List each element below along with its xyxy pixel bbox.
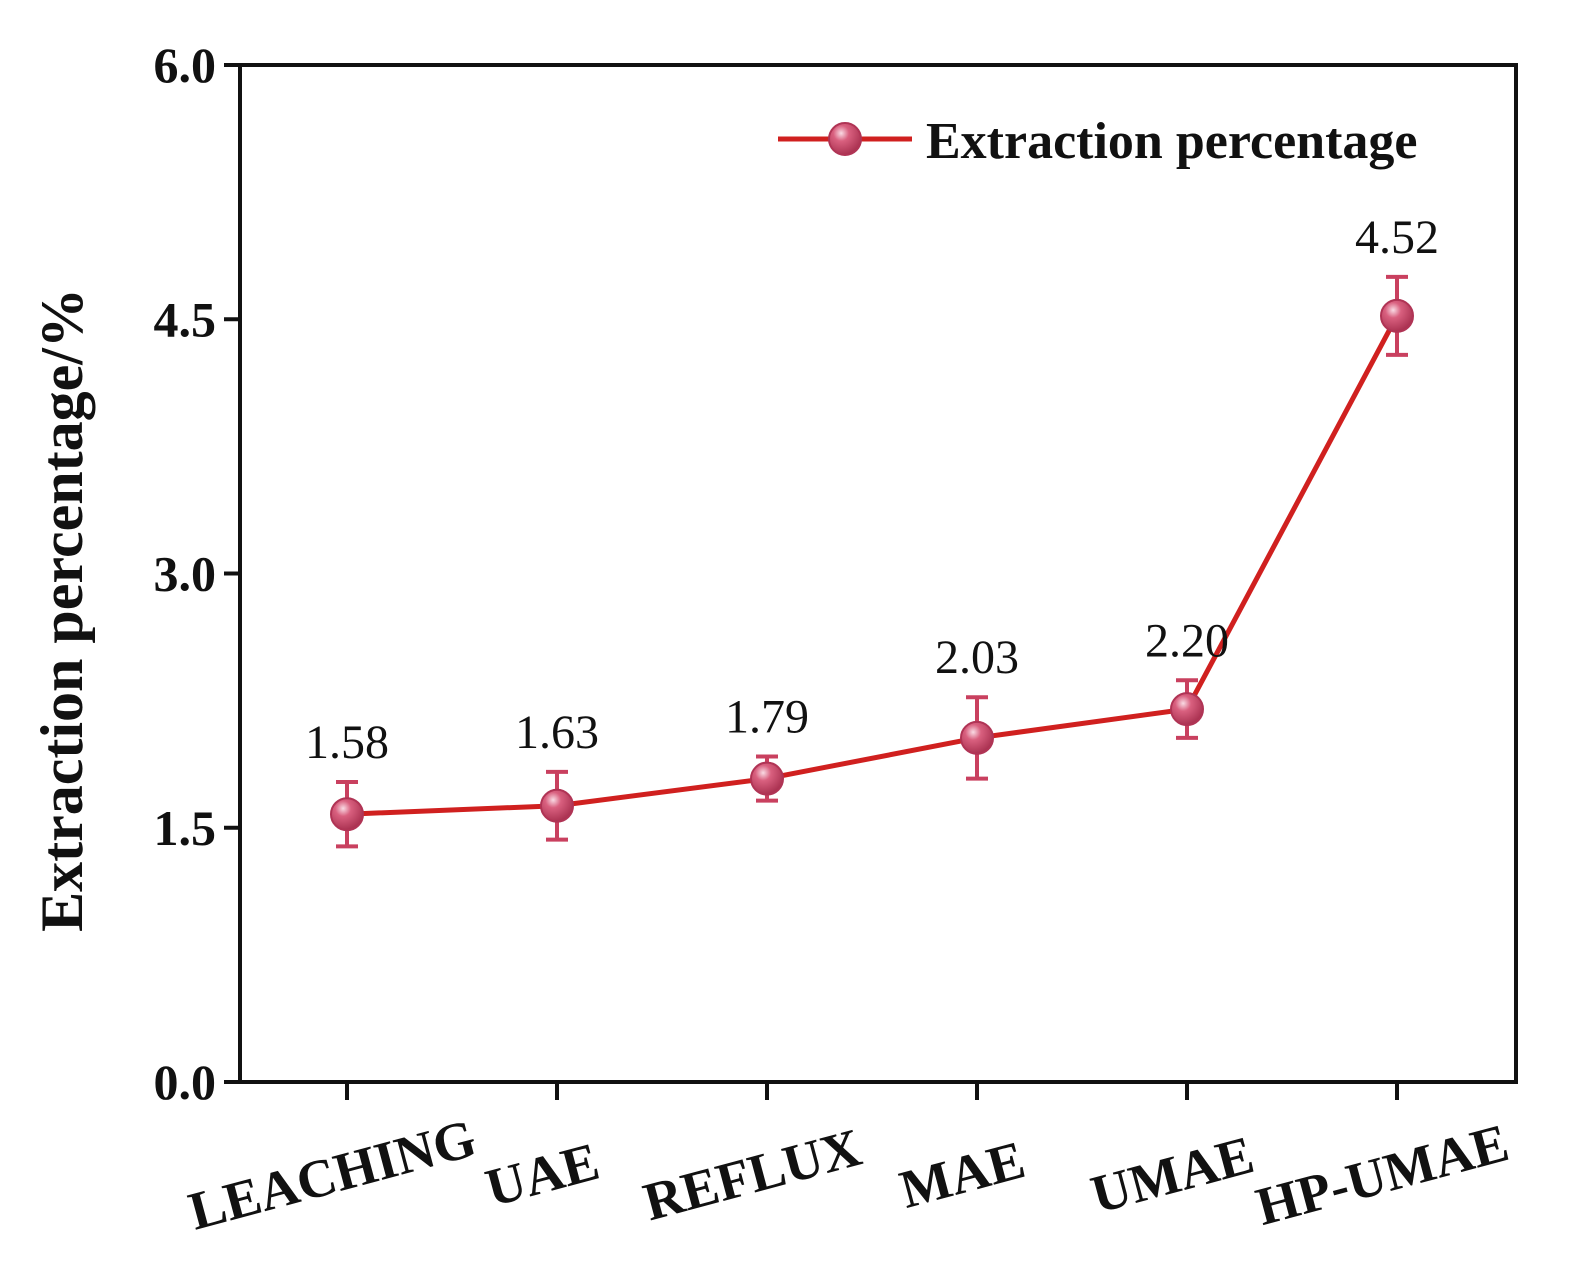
y-axis-tick-labels: 0.0 1.5 3.0 4.5 6.0	[154, 37, 217, 1110]
data-labels: 1.58 1.63 1.79 2.03 2.20 4.52	[305, 211, 1439, 769]
y-axis-ticks	[224, 63, 240, 1084]
data-point-1	[540, 788, 574, 823]
error-bars	[336, 274, 1408, 849]
data-label-0: 1.58	[305, 716, 389, 769]
y-tick-label-2: 3.0	[154, 546, 217, 602]
data-point-0	[330, 797, 364, 832]
data-label-3: 2.03	[935, 631, 1019, 684]
x-axis-ticks	[345, 1082, 1399, 1100]
legend: Extraction percentage	[778, 113, 1417, 170]
x-tick-label-2: REFLUX	[637, 1117, 867, 1232]
y-tick-label-1: 1.5	[154, 800, 217, 856]
legend-label: Extraction percentage	[926, 113, 1417, 170]
data-label-4: 2.20	[1145, 614, 1229, 667]
x-tick-label-4: UMAE	[1085, 1124, 1260, 1225]
data-label-2: 1.79	[725, 691, 809, 744]
data-point-4	[1170, 692, 1204, 727]
markers	[330, 298, 1414, 832]
x-tick-label-0: LEACHING	[183, 1108, 483, 1242]
data-point-3	[960, 720, 994, 755]
data-point-2	[750, 761, 784, 796]
x-tick-label-5: HP-UMAE	[1250, 1112, 1515, 1237]
data-point-5	[1380, 298, 1414, 333]
x-tick-label-1: UAE	[480, 1131, 606, 1218]
series-polyline	[346, 314, 1400, 817]
plot-frame	[238, 63, 1518, 1084]
y-tick-label-4: 6.0	[154, 37, 217, 93]
y-tick-label-0: 0.0	[154, 1054, 217, 1110]
y-axis-label: Extraction percentage/%	[29, 288, 95, 932]
x-tick-label-3: MAE	[894, 1129, 1031, 1220]
y-tick-label-3: 4.5	[154, 291, 217, 347]
series-line	[346, 314, 1400, 817]
data-label-1: 1.63	[515, 706, 599, 759]
data-label-5: 4.52	[1355, 211, 1439, 264]
legend-marker-swatch	[828, 122, 862, 156]
